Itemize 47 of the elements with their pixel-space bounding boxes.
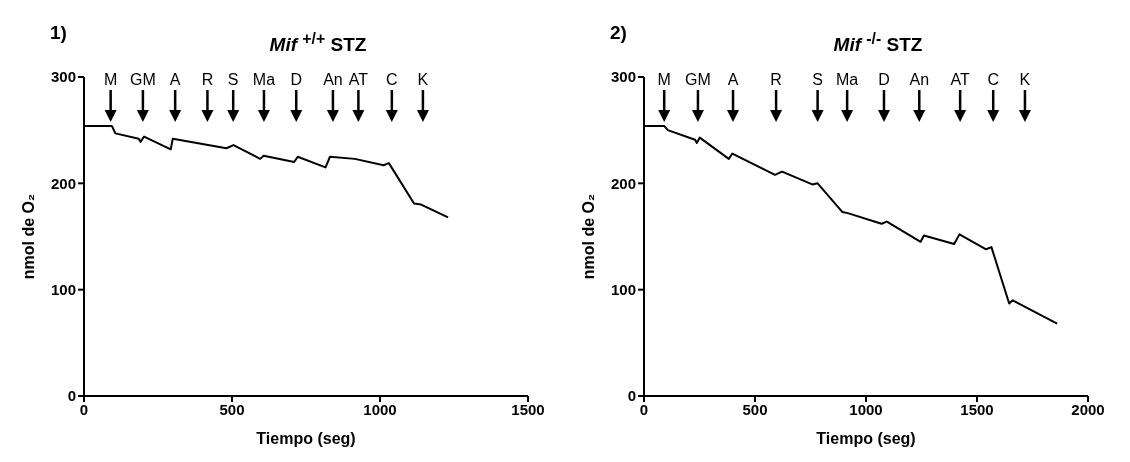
ref-line-label: C (987, 71, 999, 88)
ref-line-label: M (103, 71, 118, 88)
x-tick-label: 500 (742, 400, 768, 418)
y-tick-label: 300 (610, 68, 636, 86)
ref-line-label: R (201, 71, 214, 88)
ref-line-label: AT (950, 71, 970, 88)
ref-line-label: D (878, 71, 890, 88)
chart-title: Mif $^{-/-}$ STZ (833, 30, 923, 56)
ref-line-label: R (770, 71, 782, 88)
x-tick-label: 500 (219, 400, 245, 418)
text: 2) (610, 22, 627, 44)
ref-line-label: GM (130, 71, 156, 88)
ref-line-label: An (909, 71, 930, 88)
y-tick-label: 100 (50, 280, 76, 298)
ref-line-label: Ma (252, 71, 276, 88)
y-axis-title: nmol de O₂ (579, 193, 597, 280)
x-axis-title: Tiempo (seg) (816, 430, 916, 447)
y-tick-label: 300 (50, 68, 76, 86)
ref-line-label: C (386, 71, 398, 88)
x-tick-label: 1000 (363, 400, 397, 418)
y-tick-label: 0 (67, 387, 76, 405)
ref-line-label: D (290, 71, 303, 88)
ref-line-label: An (323, 71, 343, 88)
ref-line-label: AT (348, 71, 369, 88)
y-tick-label: 200 (610, 174, 636, 192)
text: 1) (50, 22, 67, 44)
x-tick-label: 1500 (960, 400, 994, 418)
ref-line-label: M (657, 71, 671, 88)
x-tick-label: 0 (639, 400, 649, 418)
ref-line-label: A (169, 71, 181, 88)
y-axis-title: nmol de O₂ (19, 193, 37, 280)
x-tick-label: 1500 (511, 400, 545, 418)
ref-line-label: A (727, 71, 739, 88)
ref-line-label: K (1019, 71, 1031, 88)
ref-line-label: S (812, 71, 823, 88)
y-tick-label: 100 (610, 280, 636, 298)
ref-line-label: K (417, 71, 429, 88)
x-tick-label: 2000 (1071, 400, 1105, 418)
y-tick-label: 200 (50, 174, 76, 192)
x-tick-label: 1000 (849, 400, 883, 418)
x-tick-label: 0 (79, 400, 89, 418)
x-axis-title: Tiempo (seg) (256, 430, 356, 447)
y-tick-label: 0 (627, 387, 636, 405)
chart-title: Mif $^{+/+}$ STZ (269, 30, 367, 56)
ref-line-label: GM (685, 71, 711, 88)
ref-line-label: Ma (836, 71, 859, 88)
ref-line-label: S (227, 71, 239, 88)
